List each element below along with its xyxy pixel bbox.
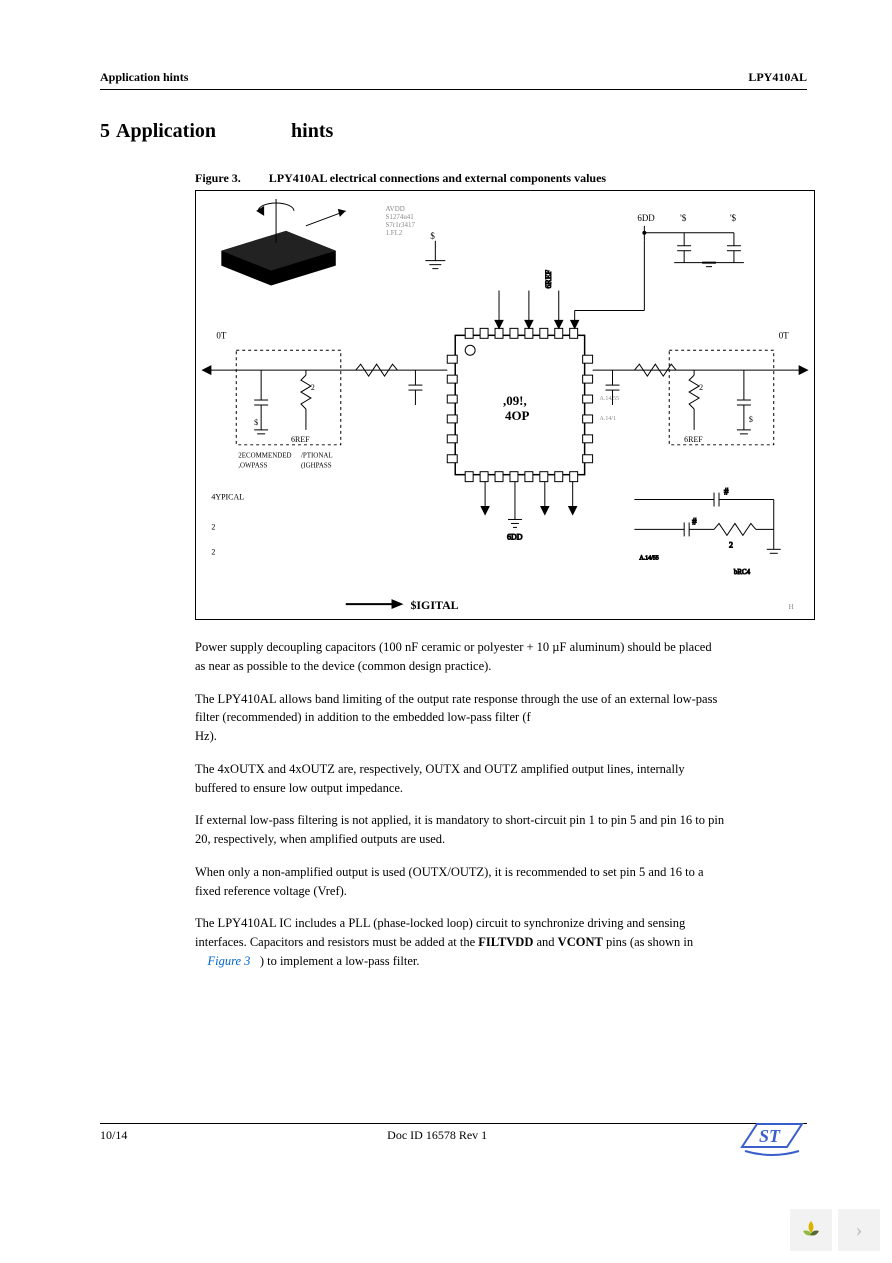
- body-text: Power supply decoupling capacitors (100 …: [195, 638, 725, 971]
- typical-label: 4YPICAL: [211, 493, 244, 502]
- page-number: 10/14: [100, 1128, 127, 1143]
- header-section: Application hints: [100, 70, 188, 85]
- svg-text:0T: 0T: [216, 330, 226, 340]
- viewer-controls: ›: [790, 1209, 880, 1251]
- svg-text:1.FI.2: 1.FI.2: [386, 229, 403, 237]
- svg-text:/PTIONAL: /PTIONAL: [301, 452, 333, 460]
- svg-text:'$: '$: [730, 213, 737, 223]
- svg-text:bRC4: bRC4: [734, 568, 751, 576]
- rc-network: # # 2 A.14/55 bRC4: [634, 487, 780, 577]
- svg-text:AVDD: AVDD: [386, 205, 405, 213]
- svg-text:6DD: 6DD: [507, 532, 523, 541]
- svg-text:(IGHPASS: (IGHPASS: [301, 462, 332, 470]
- svg-text:#: #: [724, 487, 729, 497]
- figure-caption: Figure 3. LPY410AL electrical connections…: [195, 171, 807, 186]
- gnd-symbol-top: AVDD S1274u41 S7r1r3417 1.FI.2 $: [386, 205, 446, 269]
- svg-text:S7r1r3417: S7r1r3417: [386, 221, 416, 229]
- svg-text:'$: '$: [680, 213, 687, 223]
- svg-text:2ECOMMENDED: 2ECOMMENDED: [238, 452, 291, 460]
- header-product: LPY410AL: [748, 70, 807, 85]
- section-title-a: Application: [116, 120, 216, 142]
- section-number: 5: [100, 120, 110, 142]
- section-title-b: hints: [291, 120, 333, 142]
- svg-text:6REF: 6REF: [291, 435, 310, 444]
- svg-text:S1274u41: S1274u41: [386, 213, 415, 221]
- left-filter-block: 0T $: [201, 330, 447, 469]
- svg-text:ST: ST: [759, 1126, 781, 1146]
- svg-text:$: $: [254, 418, 258, 427]
- top-arrows: 6REF: [495, 241, 644, 329]
- para-5: When only a non-amplified output is used…: [195, 863, 725, 901]
- svg-text:2: 2: [729, 540, 733, 549]
- svg-text:$: $: [430, 231, 435, 241]
- svg-text:0T: 0T: [779, 330, 789, 340]
- schematic-diagram: AVDD S1274u41 S7r1r3417 1.FI.2 $ 6DD: [195, 190, 815, 620]
- svg-text:6DD: 6DD: [637, 213, 655, 223]
- right-filter-block: 0T 6REF 2: [593, 330, 809, 445]
- svg-text:A.14/1: A.14/1: [600, 416, 616, 422]
- para-3: The 4xOUTX and 4xOUTZ are, respectively,…: [195, 760, 725, 798]
- page-footer: 10/14 Doc ID 16578 Rev 1: [100, 1123, 807, 1143]
- figure-label: Figure 3.: [195, 171, 241, 185]
- svg-text:2: 2: [211, 547, 215, 556]
- svg-text:6REF: 6REF: [544, 269, 553, 288]
- section-title: 5 Application hints: [100, 120, 807, 143]
- figure-link[interactable]: Figure 3: [208, 954, 251, 968]
- para-4: If external low-pass filtering is not ap…: [195, 811, 725, 849]
- para-2: The LPY410AL allows band limiting of the…: [195, 690, 725, 746]
- next-page-button[interactable]: ›: [838, 1209, 880, 1251]
- app-icon[interactable]: [790, 1209, 832, 1251]
- svg-text:2: 2: [699, 383, 703, 392]
- doc-id: Doc ID 16578 Rev 1: [127, 1128, 747, 1143]
- vdd-caps-top: 6DD '$ '$: [637, 213, 744, 267]
- svg-text:A.14/55: A.14/55: [639, 555, 658, 561]
- svg-text:$IGITAL: $IGITAL: [410, 598, 458, 612]
- page-header: Application hints LPY410AL: [100, 70, 807, 90]
- svg-text:A.14/55: A.14/55: [600, 396, 619, 402]
- svg-text:2: 2: [211, 522, 215, 531]
- svg-text:4OP: 4OP: [505, 408, 530, 423]
- svg-text:#: #: [692, 516, 697, 526]
- figure-text: LPY410AL electrical connections and exte…: [269, 171, 606, 185]
- schematic-svg: AVDD S1274u41 S7r1r3417 1.FI.2 $ 6DD: [196, 191, 814, 619]
- svg-text:,OWPASS: ,OWPASS: [238, 462, 267, 470]
- chevron-right-icon: ›: [856, 1219, 863, 1242]
- para-1: Power supply decoupling capacitors (100 …: [195, 638, 725, 676]
- svg-text:6REF: 6REF: [684, 435, 703, 444]
- st-logo: ST: [737, 1119, 807, 1163]
- svg-text:,09!,: ,09!,: [503, 393, 527, 408]
- svg-text:$: $: [749, 415, 753, 424]
- svg-text:H: H: [789, 603, 794, 611]
- svg-text:2: 2: [311, 383, 315, 392]
- bottom-connections: 6DD: [481, 482, 577, 542]
- para-6: The LPY410AL IC includes a PLL (phase-lo…: [195, 914, 725, 970]
- digital-arrow: $IGITAL: [346, 598, 459, 612]
- chip-body: ,09!, 4OP: [447, 328, 619, 481]
- chip-3d-icon: [221, 199, 345, 286]
